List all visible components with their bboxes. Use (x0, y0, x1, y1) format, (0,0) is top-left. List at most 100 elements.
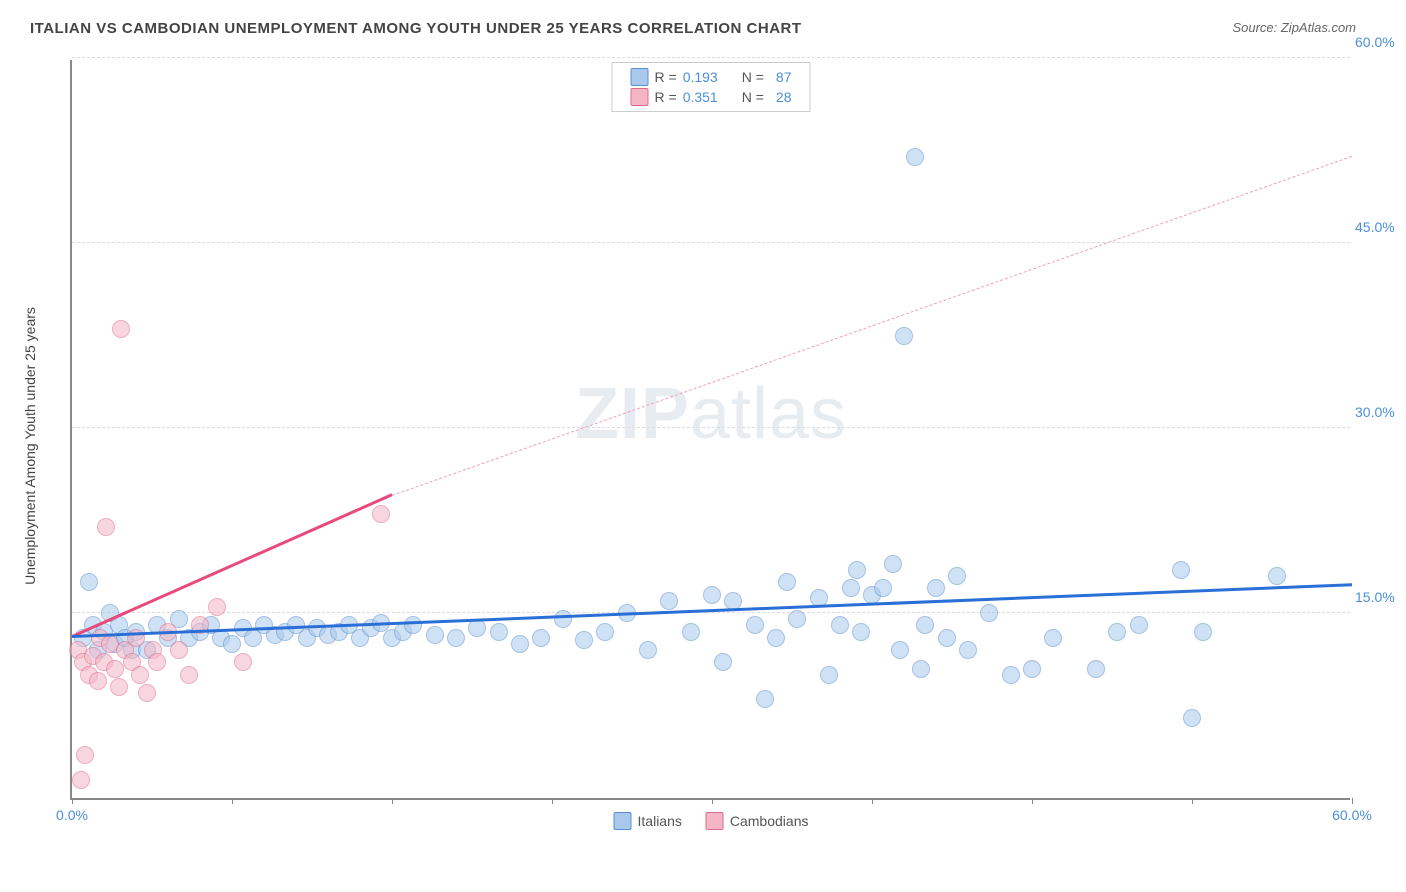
data-point (980, 604, 998, 622)
r-value: 0.351 (683, 89, 718, 105)
data-point (912, 660, 930, 678)
data-point (778, 573, 796, 591)
n-label: N = (742, 69, 764, 85)
data-point (1183, 709, 1201, 727)
data-point (223, 635, 241, 653)
legend-item: Italians (614, 812, 682, 830)
r-value: 0.193 (683, 69, 718, 85)
data-point (138, 684, 156, 702)
data-point (916, 616, 934, 634)
data-point (112, 320, 130, 338)
data-point (372, 505, 390, 523)
data-point (511, 635, 529, 653)
x-tick (712, 798, 713, 804)
data-point (180, 666, 198, 684)
y-tick-label: 30.0% (1355, 404, 1406, 420)
data-point (767, 629, 785, 647)
data-point (80, 573, 98, 591)
data-point (1268, 567, 1286, 585)
watermark: ZIPatlas (575, 373, 847, 455)
data-point (208, 598, 226, 616)
x-tick (872, 798, 873, 804)
legend-series: Italians Cambodians (614, 812, 809, 830)
x-tick (72, 798, 73, 804)
legend-stat-row: R = 0.351 N = 28 (631, 87, 792, 107)
legend-item: Cambodians (706, 812, 809, 830)
legend-swatch (614, 812, 632, 830)
data-point (938, 629, 956, 647)
legend-swatch (631, 68, 649, 86)
data-point (1002, 666, 1020, 684)
legend-swatch (631, 88, 649, 106)
data-point (148, 653, 166, 671)
x-tick (1032, 798, 1033, 804)
data-point (884, 555, 902, 573)
n-value: 28 (776, 89, 792, 105)
data-point (575, 631, 593, 649)
chart-title: ITALIAN VS CAMBODIAN UNEMPLOYMENT AMONG … (30, 20, 802, 37)
data-point (682, 623, 700, 641)
data-point (447, 629, 465, 647)
data-point (1172, 561, 1190, 579)
r-label: R = (655, 69, 677, 85)
data-point (1023, 660, 1041, 678)
n-value: 87 (776, 69, 792, 85)
trendline (392, 156, 1352, 496)
correlation-chart: ITALIAN VS CAMBODIAN UNEMPLOYMENT AMONG … (20, 20, 1386, 872)
y-axis-label: Unemployment Among Youth under 25 years (22, 307, 38, 585)
data-point (76, 746, 94, 764)
data-point (554, 610, 572, 628)
data-point (596, 623, 614, 641)
x-tick-label: 60.0% (1332, 807, 1372, 823)
data-point (852, 623, 870, 641)
source-label: Source: ZipAtlas.com (1232, 20, 1356, 35)
x-tick (392, 798, 393, 804)
data-point (895, 327, 913, 345)
data-point (746, 616, 764, 634)
y-tick-label: 60.0% (1355, 34, 1406, 50)
legend-label: Italians (638, 813, 682, 829)
r-label: R = (655, 89, 677, 105)
data-point (874, 579, 892, 597)
data-point (110, 678, 128, 696)
data-point (714, 653, 732, 671)
gridline (72, 242, 1350, 243)
gridline (72, 612, 1350, 613)
gridline (72, 427, 1350, 428)
legend-stats: R = 0.193 N = 87 R = 0.351 N = 28 (612, 62, 811, 112)
data-point (959, 641, 977, 659)
data-point (703, 586, 721, 604)
data-point (234, 653, 252, 671)
data-point (927, 579, 945, 597)
data-point (1044, 629, 1062, 647)
data-point (948, 567, 966, 585)
data-point (1194, 623, 1212, 641)
x-tick (552, 798, 553, 804)
data-point (89, 672, 107, 690)
data-point (788, 610, 806, 628)
data-point (1087, 660, 1105, 678)
legend-swatch (706, 812, 724, 830)
data-point (1130, 616, 1148, 634)
data-point (848, 561, 866, 579)
data-point (97, 518, 115, 536)
legend-label: Cambodians (730, 813, 809, 829)
n-label: N = (742, 89, 764, 105)
data-point (532, 629, 550, 647)
plot-area: ZIPatlas R =0.193N =87R =0.351N =28 Ital… (70, 60, 1350, 800)
data-point (1108, 623, 1126, 641)
data-point (106, 660, 124, 678)
data-point (404, 616, 422, 634)
data-point (131, 666, 149, 684)
trendline (71, 493, 392, 637)
data-point (660, 592, 678, 610)
x-tick-label: 0.0% (56, 807, 88, 823)
data-point (639, 641, 657, 659)
x-tick (232, 798, 233, 804)
data-point (490, 623, 508, 641)
data-point (906, 148, 924, 166)
data-point (842, 579, 860, 597)
data-point (468, 619, 486, 637)
x-tick (1192, 798, 1193, 804)
y-tick-label: 45.0% (1355, 219, 1406, 235)
